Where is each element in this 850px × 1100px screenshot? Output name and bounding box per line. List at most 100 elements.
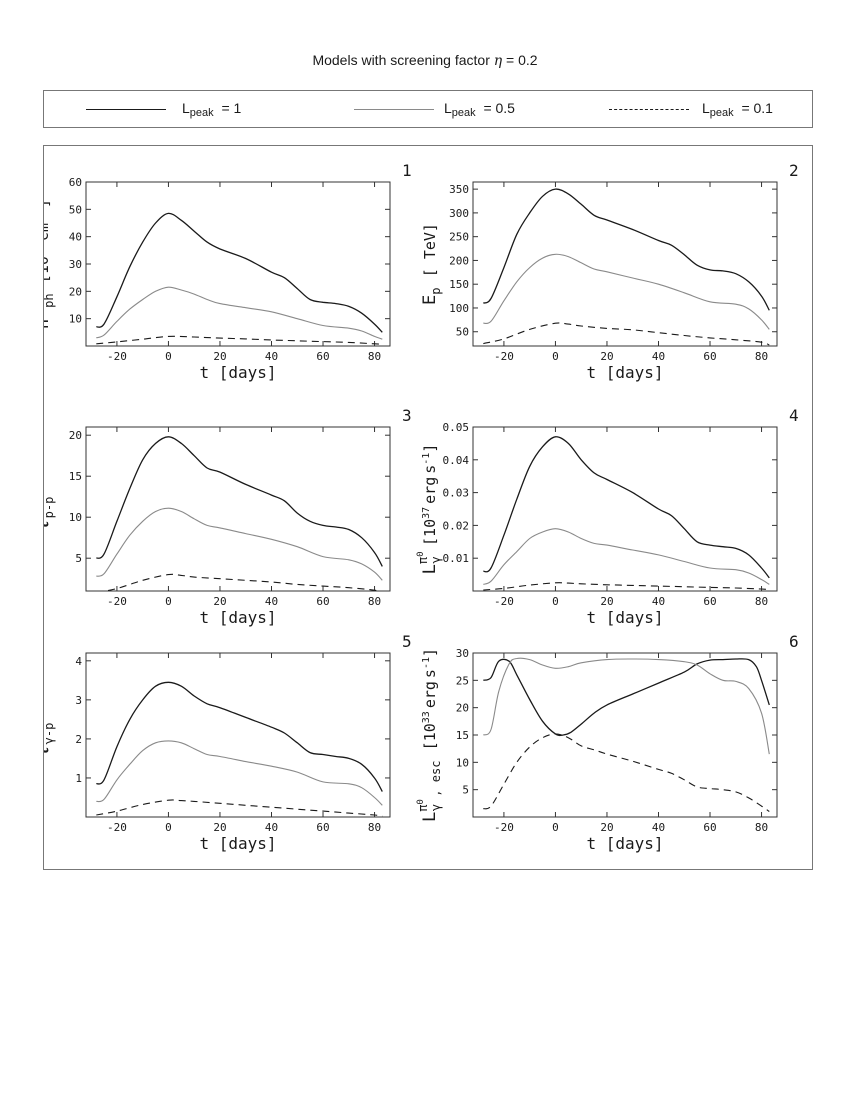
panel-number: 2 <box>789 161 799 180</box>
y-axis-label: Ep [ TeV] <box>420 223 443 305</box>
title-symbol: η <box>493 53 503 69</box>
series-line-solid-black <box>96 681 383 792</box>
x-tick-label: 60 <box>703 821 716 834</box>
x-tick-label: 20 <box>213 350 226 363</box>
series-line-solid-gray <box>482 657 770 755</box>
y-tick-label: 3 <box>75 694 82 707</box>
y-tick-label: 20 <box>69 285 82 298</box>
y-tick-label: 5 <box>462 784 469 797</box>
x-tick-label: 0 <box>165 595 172 608</box>
series-line-solid-black <box>482 188 770 311</box>
legend-label-2: Lpeak = 0.5 <box>444 100 515 119</box>
x-tick-label: 40 <box>265 350 278 363</box>
plot-frame <box>85 426 391 592</box>
x-tick-label: 40 <box>265 595 278 608</box>
x-tick-label: 40 <box>265 821 278 834</box>
x-axis-label: t [days] <box>199 363 276 382</box>
y-axis-label: τγ-p <box>44 712 56 757</box>
x-tick-label: 80 <box>368 350 381 363</box>
y-tick-label: 100 <box>449 302 469 315</box>
x-tick-label: 0 <box>552 350 559 363</box>
y-tick-label: 10 <box>69 511 82 524</box>
panel-number: 5 <box>402 632 412 651</box>
series-line-dashed-black <box>483 733 770 812</box>
y-tick-label: 30 <box>456 647 469 660</box>
y-tick-label: 40 <box>69 231 82 244</box>
panel-number: 1 <box>402 161 412 180</box>
chart-panel-6: 6 -20 0 20 40 60 80 5 10 15 20 25 30 t [days] Lπ0 γ , e… <box>416 632 799 853</box>
x-tick-label: 60 <box>703 350 716 363</box>
chart-panel-4: 4 -20 0 20 40 60 80 0.01 0.02 0.03 0.04 0.05 t [days… <box>416 406 799 627</box>
x-tick-label: -20 <box>494 595 514 608</box>
y-tick-label: 10 <box>456 756 469 769</box>
y-tick-label: 60 <box>69 176 82 189</box>
title-suffix: = 0.2 <box>506 52 538 68</box>
y-tick-label: 0.01 <box>443 552 470 565</box>
legend-label-3: Lpeak = 0.1 <box>702 100 773 119</box>
series-line-dashed-black <box>483 582 770 591</box>
y-tick-label: 15 <box>456 729 469 742</box>
x-tick-label: 0 <box>552 821 559 834</box>
chart-panel-1: 1 -20 0 20 40 60 80 10 20 30 40 50 60 t [days] ndiskph… <box>29 161 412 382</box>
x-tick-label: 60 <box>316 350 329 363</box>
series-line-solid-gray <box>483 528 770 585</box>
y-tick-label: 5 <box>75 552 82 565</box>
y-tick-label: 50 <box>69 203 82 216</box>
x-tick-label: 0 <box>165 350 172 363</box>
y-tick-label: 1 <box>75 772 82 785</box>
series-line-solid-gray <box>96 507 383 581</box>
x-tick-label: -20 <box>494 350 514 363</box>
series-line-solid-gray <box>96 740 383 806</box>
x-axis-label: t [days] <box>199 834 276 853</box>
series-line-solid-black <box>96 212 383 333</box>
y-axis-label: τp-p <box>44 486 56 531</box>
series-line-solid-black <box>483 436 770 579</box>
y-tick-label: 30 <box>69 258 82 271</box>
x-tick-label: 20 <box>213 821 226 834</box>
x-tick-label: 40 <box>652 350 665 363</box>
y-tick-label: 200 <box>449 254 469 267</box>
x-tick-label: 80 <box>368 595 381 608</box>
y-tick-label: 0.03 <box>443 487 470 500</box>
legend-label-1: Lpeak = 1 <box>182 100 242 119</box>
x-tick-label: 80 <box>368 821 381 834</box>
panel-number: 4 <box>789 406 799 425</box>
series-line-solid-black <box>483 658 770 737</box>
y-axis-label: ndiskph [1017cm-3] <box>44 199 56 329</box>
x-tick-label: -20 <box>107 595 127 608</box>
plot-frame <box>472 426 778 592</box>
x-tick-label: 20 <box>600 595 613 608</box>
x-tick-label: 80 <box>755 821 768 834</box>
y-tick-label: 50 <box>456 326 469 339</box>
series-line-dashed-black <box>96 335 383 345</box>
y-axis-label: Lπ0 γ , esc [1033ergs-1] <box>416 648 443 822</box>
x-tick-label: 20 <box>213 595 226 608</box>
y-tick-label: 0.02 <box>443 519 470 532</box>
x-axis-label: t [days] <box>586 834 663 853</box>
x-tick-label: -20 <box>107 821 127 834</box>
plot-frame <box>472 181 778 347</box>
x-tick-label: 60 <box>316 821 329 834</box>
x-tick-label: 80 <box>755 595 768 608</box>
series-line-dashed-black <box>96 799 383 817</box>
y-tick-label: 350 <box>449 183 469 196</box>
series-line-solid-gray <box>483 253 770 330</box>
y-tick-label: 0.05 <box>443 421 470 434</box>
series-line-solid-gray <box>96 286 383 340</box>
y-tick-label: 20 <box>69 429 82 442</box>
y-tick-label: 20 <box>456 702 469 715</box>
x-tick-label: 0 <box>165 821 172 834</box>
x-tick-label: 60 <box>316 595 329 608</box>
x-axis-label: t [days] <box>586 363 663 382</box>
series-line-solid-black <box>95 436 383 567</box>
panel-number: 3 <box>402 406 412 425</box>
x-axis-label: t [days] <box>586 608 663 627</box>
x-tick-label: -20 <box>107 350 127 363</box>
x-tick-label: 20 <box>600 821 613 834</box>
y-tick-label: 4 <box>75 655 82 668</box>
chart-panel-2: 2 -20 0 20 40 60 80 50 100 150 200 250 300 350 t [days… <box>420 161 799 382</box>
y-tick-label: 250 <box>449 231 469 244</box>
y-tick-label: 15 <box>69 470 82 483</box>
